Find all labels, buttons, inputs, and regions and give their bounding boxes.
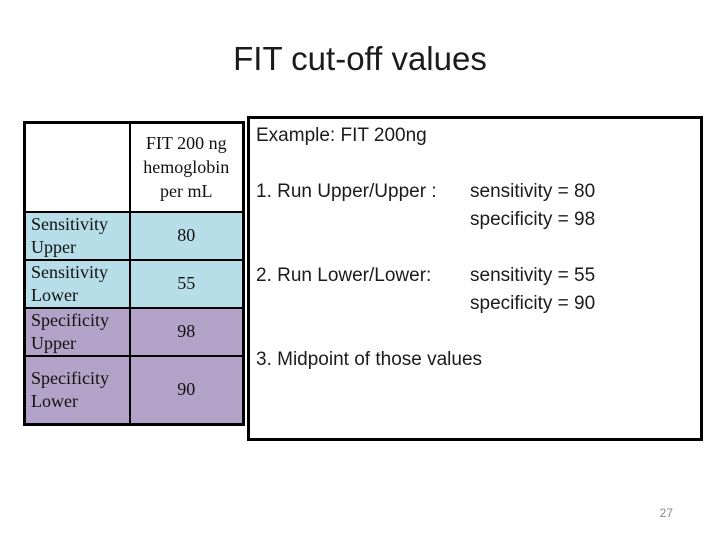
row-label-specificity-lower: Specificity Lower	[23, 354, 131, 426]
example-item-1-prefix: 1. Run Upper/Upper :	[256, 181, 437, 202]
slide-title: FIT cut-off values	[233, 40, 487, 77]
example-item-2-prefix: 2. Run Lower/Lower:	[256, 265, 432, 286]
example-item-2-values: sensitivity = 55 specificity = 90	[470, 262, 595, 318]
page-number: 27	[659, 506, 673, 520]
fit-cutoff-table: FIT 200 ng hemoglobin per mL Sensitivity…	[23, 121, 245, 426]
example-item-3-prefix: 3. Midpoint of those values	[256, 349, 483, 370]
row-value-specificity-lower: 90	[128, 354, 245, 426]
example-item-2-sensitivity: sensitivity = 55	[470, 265, 596, 286]
table-row: Specificity Upper 98	[23, 306, 245, 357]
example-heading: Example: FIT 200ng	[256, 125, 427, 146]
row-value-sensitivity-upper: 80	[128, 210, 245, 261]
example-item-2-specificity: specificity = 90	[470, 293, 596, 314]
row-value-specificity-upper: 98	[128, 306, 245, 357]
table-header-row: FIT 200 ng hemoglobin per mL	[23, 121, 245, 213]
row-value-sensitivity-lower: 55	[128, 258, 245, 309]
example-item-1-sensitivity: sensitivity = 80	[470, 181, 596, 202]
example-item-1-values: sensitivity = 80 specificity = 98	[470, 178, 595, 234]
table-corner-cell	[23, 121, 131, 213]
table-row: Specificity Lower 90	[23, 354, 245, 426]
row-label-specificity-upper: Specificity Upper	[23, 306, 131, 357]
example-item-1: 1. Run Upper/Upper : sensitivity = 80 sp…	[256, 178, 694, 234]
example-box: Example: FIT 200ng 1. Run Upper/Upper : …	[247, 116, 703, 441]
table-column-header: FIT 200 ng hemoglobin per mL	[128, 121, 245, 213]
example-item-1-specificity: specificity = 98	[470, 209, 596, 230]
table-row: Sensitivity Upper 80	[23, 210, 245, 261]
row-label-sensitivity-upper: Sensitivity Upper	[23, 210, 131, 261]
table-row: Sensitivity Lower 55	[23, 258, 245, 309]
example-item-2: 2. Run Lower/Lower: sensitivity = 55 spe…	[256, 262, 694, 318]
example-item-3: 3. Midpoint of those values	[256, 346, 694, 374]
row-label-sensitivity-lower: Sensitivity Lower	[23, 258, 131, 309]
